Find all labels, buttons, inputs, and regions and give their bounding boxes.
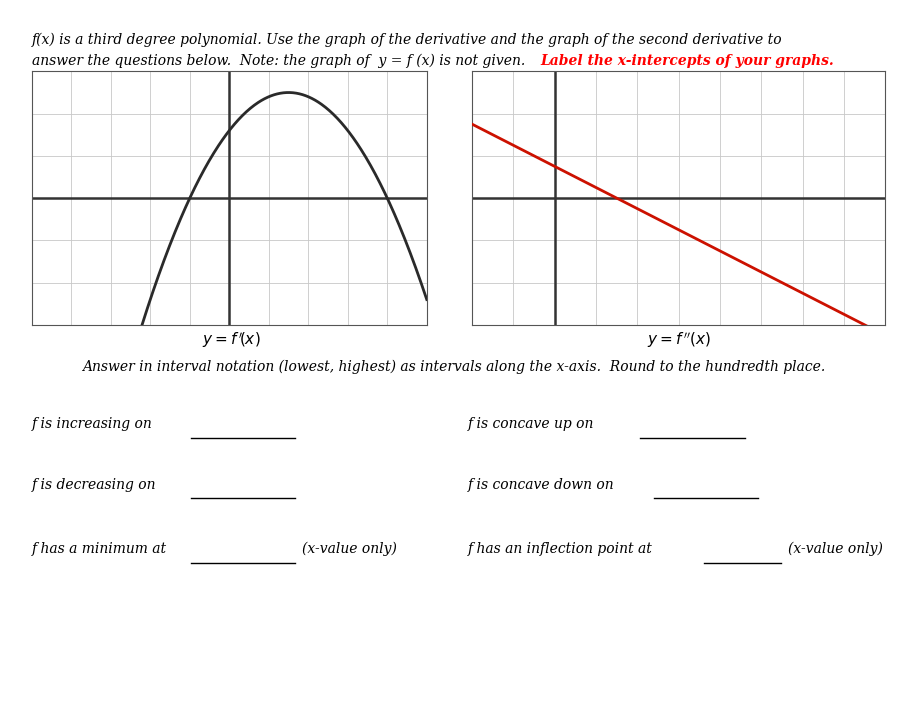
Text: answer the questions below.  Note: the graph of  y = f (x) is not given.: answer the questions below. Note: the gr… [32,54,534,68]
Text: f is increasing on: f is increasing on [32,418,153,431]
Text: f has an inflection point at: f has an inflection point at [468,543,653,556]
Text: (x-value only): (x-value only) [302,542,397,556]
Text: $y = f\,''(x)$: $y = f\,''(x)$ [647,331,711,350]
Text: f is decreasing on: f is decreasing on [32,478,156,492]
Text: f is concave down on: f is concave down on [468,478,614,492]
Text: f(x) is a third degree polynomial. Use the graph of the derivative and the graph: f(x) is a third degree polynomial. Use t… [32,32,783,46]
Text: f has a minimum at: f has a minimum at [32,543,167,556]
Text: Label the x-intercepts of your graphs.: Label the x-intercepts of your graphs. [540,54,834,68]
Text: Answer in interval notation (lowest, highest) as intervals along the x-axis.  Ro: Answer in interval notation (lowest, hig… [83,359,825,373]
Text: (x-value only): (x-value only) [788,542,883,556]
Text: $y = f\,'\!(x)$: $y = f\,'\!(x)$ [202,331,261,350]
Text: f is concave up on: f is concave up on [468,418,594,431]
